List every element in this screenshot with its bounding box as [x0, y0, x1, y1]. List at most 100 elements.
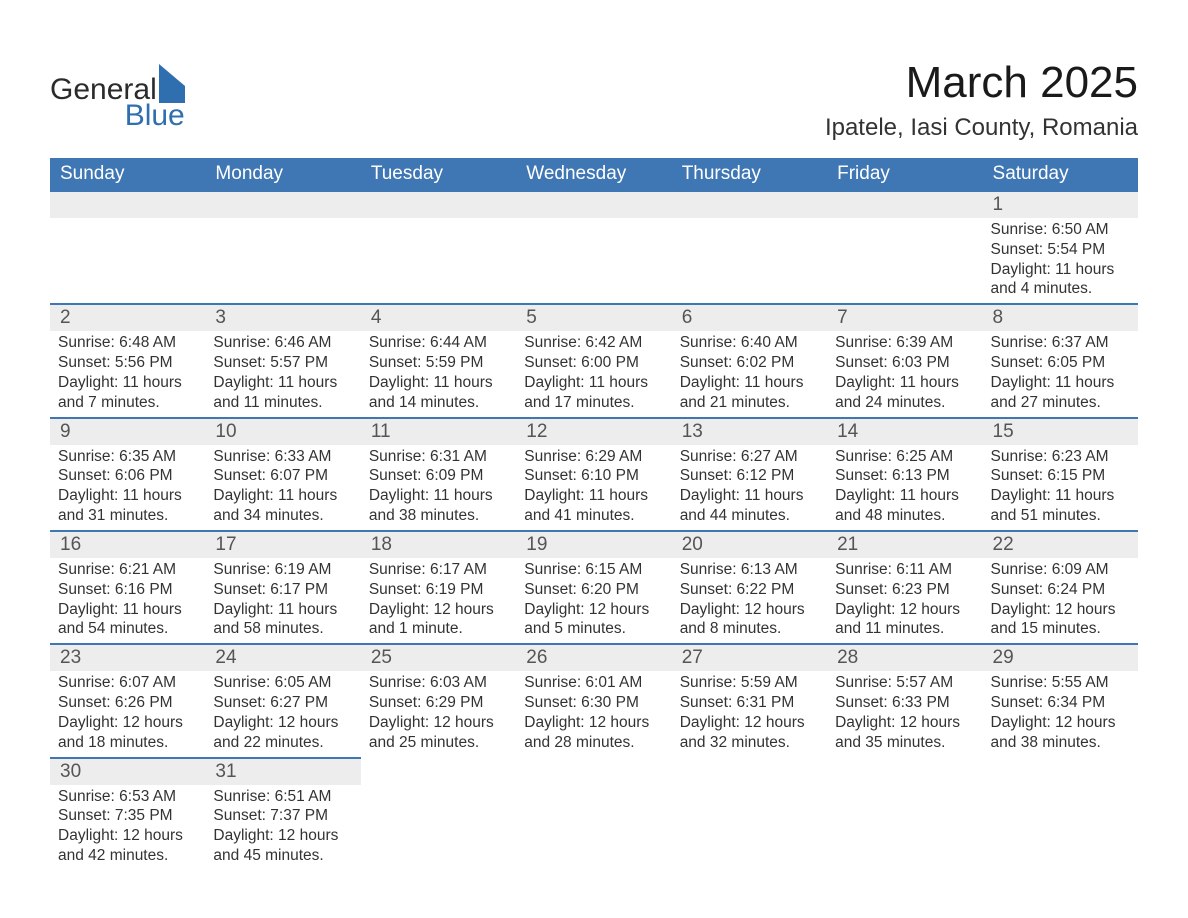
- day-data: Sunrise: 5:57 AMSunset: 6:33 PMDaylight:…: [827, 671, 982, 756]
- day-data-line: Sunrise: 6:19 AM: [213, 560, 352, 580]
- day-data-line: Sunrise: 6:48 AM: [58, 333, 197, 353]
- day-number: 21: [827, 530, 982, 558]
- day-data-line: and 34 minutes.: [213, 506, 352, 526]
- day-number: 23: [50, 643, 205, 671]
- day-number: 24: [205, 643, 360, 671]
- day-data: Sunrise: 6:09 AMSunset: 6:24 PMDaylight:…: [983, 558, 1138, 643]
- calendar-cell: 31Sunrise: 6:51 AMSunset: 7:37 PMDayligh…: [205, 757, 360, 870]
- day-data-line: Sunset: 6:27 PM: [213, 693, 352, 713]
- calendar-cell: 4Sunrise: 6:44 AMSunset: 5:59 PMDaylight…: [361, 303, 516, 416]
- day-data-line: and 17 minutes.: [524, 393, 663, 413]
- day-data-line: Daylight: 12 hours: [369, 713, 508, 733]
- day-data: Sunrise: 6:50 AMSunset: 5:54 PMDaylight:…: [983, 218, 1138, 303]
- day-data: Sunrise: 6:33 AMSunset: 6:07 PMDaylight:…: [205, 445, 360, 530]
- day-number: 14: [827, 417, 982, 445]
- day-data-line: and 28 minutes.: [524, 733, 663, 753]
- day-data-line: Sunrise: 6:01 AM: [524, 673, 663, 693]
- calendar-cell: 10Sunrise: 6:33 AMSunset: 6:07 PMDayligh…: [205, 417, 360, 530]
- weekday-header: Monday: [205, 158, 360, 190]
- day-data-line: Sunset: 6:15 PM: [991, 466, 1130, 486]
- calendar-cell: 22Sunrise: 6:09 AMSunset: 6:24 PMDayligh…: [983, 530, 1138, 643]
- day-data: Sunrise: 5:59 AMSunset: 6:31 PMDaylight:…: [672, 671, 827, 756]
- calendar-page: General Blue March 2025 Ipatele, Iasi Co…: [0, 0, 1188, 918]
- day-data: Sunrise: 6:37 AMSunset: 6:05 PMDaylight:…: [983, 331, 1138, 416]
- weekday-header: Friday: [827, 158, 982, 190]
- calendar-cell: 5Sunrise: 6:42 AMSunset: 6:00 PMDaylight…: [516, 303, 671, 416]
- calendar-cell: 12Sunrise: 6:29 AMSunset: 6:10 PMDayligh…: [516, 417, 671, 530]
- day-data: [516, 783, 671, 789]
- day-data-line: Sunset: 7:37 PM: [213, 806, 352, 826]
- day-data: Sunrise: 6:51 AMSunset: 7:37 PMDaylight:…: [205, 785, 360, 870]
- calendar-cell: 9Sunrise: 6:35 AMSunset: 6:06 PMDaylight…: [50, 417, 205, 530]
- calendar-cell: [672, 757, 827, 870]
- calendar-week-row: 1Sunrise: 6:50 AMSunset: 5:54 PMDaylight…: [50, 190, 1138, 303]
- day-number: 2: [50, 303, 205, 331]
- day-data-line: and 11 minutes.: [213, 393, 352, 413]
- day-data-line: Sunset: 6:24 PM: [991, 580, 1130, 600]
- day-data-line: Daylight: 12 hours: [835, 600, 974, 620]
- calendar-cell: 8Sunrise: 6:37 AMSunset: 6:05 PMDaylight…: [983, 303, 1138, 416]
- calendar-cell: 16Sunrise: 6:21 AMSunset: 6:16 PMDayligh…: [50, 530, 205, 643]
- day-data: Sunrise: 6:35 AMSunset: 6:06 PMDaylight:…: [50, 445, 205, 530]
- day-data-line: Daylight: 11 hours: [835, 373, 974, 393]
- weekday-header: Sunday: [50, 158, 205, 190]
- calendar-cell: [827, 190, 982, 303]
- calendar-cell: [516, 757, 671, 870]
- day-data-line: and 8 minutes.: [680, 619, 819, 639]
- day-number: [672, 190, 827, 218]
- day-number: 11: [361, 417, 516, 445]
- day-data-line: Sunrise: 6:35 AM: [58, 447, 197, 467]
- day-number: 5: [516, 303, 671, 331]
- day-number: 16: [50, 530, 205, 558]
- day-data-line: Daylight: 12 hours: [213, 713, 352, 733]
- day-data: Sunrise: 6:11 AMSunset: 6:23 PMDaylight:…: [827, 558, 982, 643]
- calendar-cell: 30Sunrise: 6:53 AMSunset: 7:35 PMDayligh…: [50, 757, 205, 870]
- day-data-line: Daylight: 12 hours: [213, 826, 352, 846]
- day-data-line: Sunset: 6:34 PM: [991, 693, 1130, 713]
- day-data-line: Sunrise: 6:46 AM: [213, 333, 352, 353]
- day-data-line: Daylight: 11 hours: [369, 486, 508, 506]
- calendar-cell: 17Sunrise: 6:19 AMSunset: 6:17 PMDayligh…: [205, 530, 360, 643]
- day-data-line: Sunset: 5:56 PM: [58, 353, 197, 373]
- day-data-line: Sunset: 6:23 PM: [835, 580, 974, 600]
- day-data-line: and 44 minutes.: [680, 506, 819, 526]
- month-title: March 2025: [825, 58, 1138, 108]
- day-number: 12: [516, 417, 671, 445]
- day-data-line: Daylight: 11 hours: [680, 373, 819, 393]
- day-number: 25: [361, 643, 516, 671]
- day-data-line: Sunrise: 6:13 AM: [680, 560, 819, 580]
- day-data-line: Sunset: 6:02 PM: [680, 353, 819, 373]
- day-data-line: Daylight: 12 hours: [991, 713, 1130, 733]
- day-data-line: Sunrise: 6:21 AM: [58, 560, 197, 580]
- day-data-line: Daylight: 12 hours: [524, 713, 663, 733]
- calendar-cell: 6Sunrise: 6:40 AMSunset: 6:02 PMDaylight…: [672, 303, 827, 416]
- calendar-cell: 11Sunrise: 6:31 AMSunset: 6:09 PMDayligh…: [361, 417, 516, 530]
- day-data-line: and 25 minutes.: [369, 733, 508, 753]
- day-data: Sunrise: 6:27 AMSunset: 6:12 PMDaylight:…: [672, 445, 827, 530]
- day-data: [361, 218, 516, 224]
- calendar-cell: 19Sunrise: 6:15 AMSunset: 6:20 PMDayligh…: [516, 530, 671, 643]
- day-data: Sunrise: 6:07 AMSunset: 6:26 PMDaylight:…: [50, 671, 205, 756]
- day-data: Sunrise: 6:05 AMSunset: 6:27 PMDaylight:…: [205, 671, 360, 756]
- day-data-line: and 14 minutes.: [369, 393, 508, 413]
- logo: General Blue: [50, 75, 185, 131]
- calendar-cell: 25Sunrise: 6:03 AMSunset: 6:29 PMDayligh…: [361, 643, 516, 756]
- day-data-line: Sunset: 6:26 PM: [58, 693, 197, 713]
- weekday-header-row: Sunday Monday Tuesday Wednesday Thursday…: [50, 158, 1138, 190]
- day-data: Sunrise: 6:17 AMSunset: 6:19 PMDaylight:…: [361, 558, 516, 643]
- day-data-line: Daylight: 12 hours: [524, 600, 663, 620]
- day-data-line: and 24 minutes.: [835, 393, 974, 413]
- day-number: [205, 190, 360, 218]
- day-number: 17: [205, 530, 360, 558]
- day-data-line: Daylight: 12 hours: [991, 600, 1130, 620]
- day-data-line: Sunset: 6:29 PM: [369, 693, 508, 713]
- calendar-cell: 15Sunrise: 6:23 AMSunset: 6:15 PMDayligh…: [983, 417, 1138, 530]
- day-data-line: Sunrise: 6:09 AM: [991, 560, 1130, 580]
- day-data-line: and 58 minutes.: [213, 619, 352, 639]
- calendar-week-row: 30Sunrise: 6:53 AMSunset: 7:35 PMDayligh…: [50, 757, 1138, 870]
- day-data-line: Sunset: 5:54 PM: [991, 240, 1130, 260]
- day-data-line: Sunrise: 6:44 AM: [369, 333, 508, 353]
- day-data: [672, 218, 827, 224]
- day-data-line: and 45 minutes.: [213, 846, 352, 866]
- day-data-line: Sunset: 6:00 PM: [524, 353, 663, 373]
